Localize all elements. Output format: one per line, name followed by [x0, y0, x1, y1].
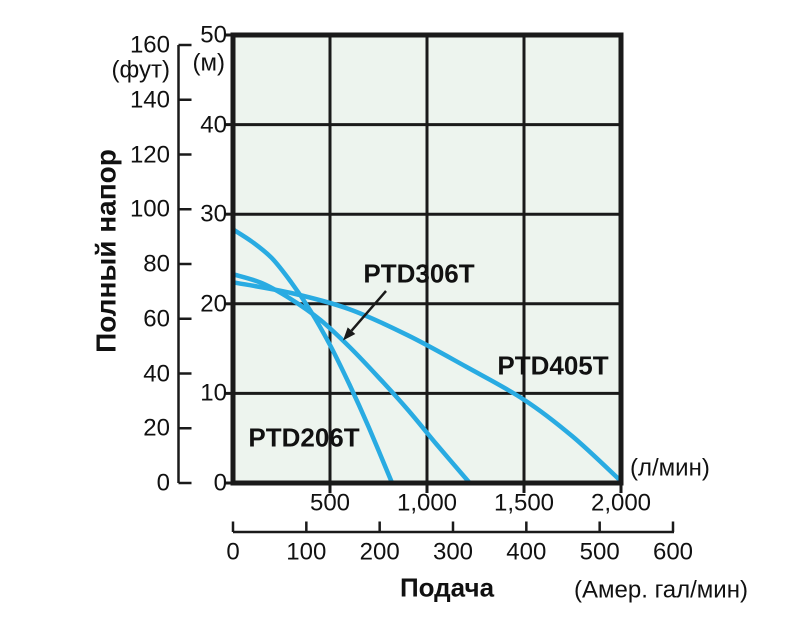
y-ft-tick-label-100: 100: [129, 195, 170, 223]
y-axis-meters-unit: (м): [192, 49, 225, 77]
x-lpm-tick-label-1500: 1,500: [493, 489, 555, 517]
x-gal-tick-label-100: 100: [286, 538, 327, 566]
curve-label-ptd206t: PTD206T: [248, 422, 360, 453]
annotation-arrow-group: [343, 290, 387, 341]
y-m-tick-label-50: 50: [200, 21, 227, 49]
x-axis-title: Подача: [399, 572, 495, 603]
y-m-tick-label-0: 0: [213, 469, 227, 497]
y-ft-tick-label-20: 20: [143, 414, 170, 442]
x-lpm-tick-label-500: 500: [309, 489, 351, 517]
axis-ticks: [225, 33, 623, 493]
annotation-arrow-line: [350, 290, 387, 332]
annotation-arrow-head: [343, 327, 356, 341]
y-ft-tick-label-0: 0: [156, 469, 170, 497]
y-ft-tick-label-40: 40: [143, 359, 170, 387]
x-lpm-tick-label-2000: 2,000: [590, 489, 652, 517]
plot-border: [230, 32, 624, 486]
y-m-tick-label-10: 10: [200, 379, 227, 407]
y-m-tick-label-20: 20: [200, 290, 227, 318]
curve-label-ptd405t: PTD405T: [497, 350, 609, 381]
x-axis-lpm-unit: (л/мин): [630, 454, 710, 482]
x-gal-tick-label-500: 500: [579, 538, 620, 566]
y-ft-tick-label-140: 140: [129, 86, 170, 114]
x-axis-gal-unit: (Амер. гал/мин): [574, 576, 748, 604]
x-gal-tick-label-600: 600: [652, 538, 694, 566]
x-gal-tick-label-400: 400: [506, 538, 547, 566]
y-axis-title: Полный напор: [90, 149, 122, 353]
x-gal-tick-label-0: 0: [226, 538, 240, 566]
y-m-tick-label-40: 40: [200, 111, 227, 138]
axis-rulers: [177, 43, 675, 534]
x-gal-tick-label-300: 300: [432, 538, 474, 566]
y-m-tick-label-30: 30: [200, 200, 227, 228]
y-ft-tick-label-120: 120: [129, 140, 170, 168]
y-ft-tick-label-160: 160: [129, 31, 170, 59]
y-axis-feet-unit: (фут): [111, 56, 170, 84]
x-lpm-tick-label-1000: 1,000: [396, 489, 458, 517]
x-gal-tick-label-200: 200: [359, 538, 400, 566]
curve-label-ptd306t: PTD306T: [363, 258, 475, 289]
pump-curves: [230, 227, 624, 486]
curve-ptd405t: [230, 280, 624, 484]
y-ft-tick-label-60: 60: [143, 305, 170, 333]
y-ft-tick-label-80: 80: [143, 250, 170, 278]
